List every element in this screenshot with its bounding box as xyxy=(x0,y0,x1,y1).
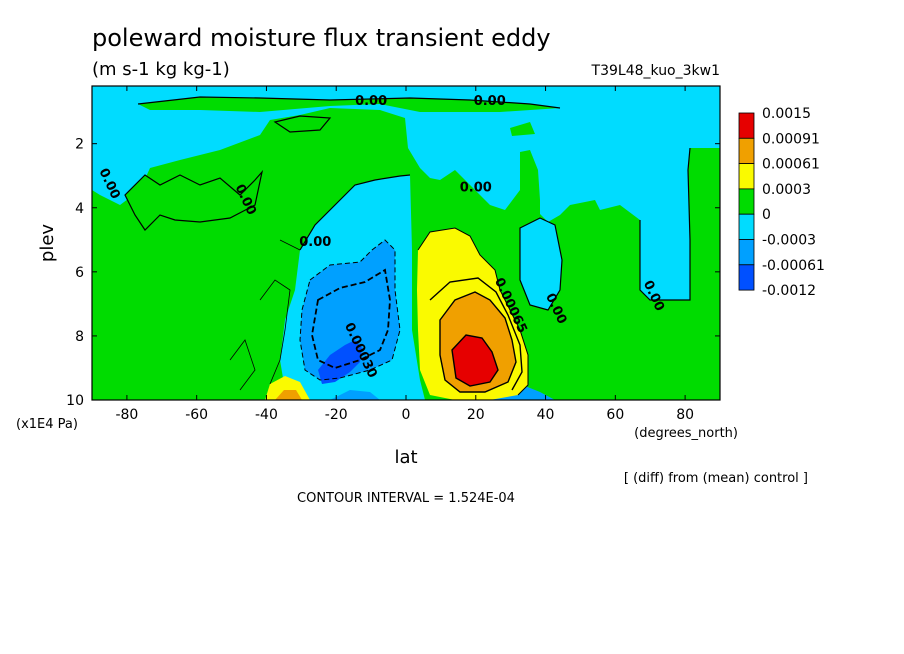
contour-label: 0.00 xyxy=(474,94,506,109)
field-positive-south-low xyxy=(265,376,310,400)
field-zero-upper-strip xyxy=(138,97,560,112)
y-axis-label: plev xyxy=(37,224,58,263)
legend: 0.0015 0.00091 0.00061 0.0003 0 -0.0003 -0.000… xyxy=(738,106,825,299)
y-tick-label: 8 xyxy=(75,329,84,345)
x-tick-label: 60 xyxy=(606,407,624,423)
field-negative-south-core xyxy=(318,340,362,384)
x-tick-label: -60 xyxy=(185,407,208,423)
contour-negative-2 xyxy=(311,268,391,369)
y-tick-label: 2 xyxy=(75,137,84,153)
legend-label: -0.0003 xyxy=(762,233,816,249)
y-tick-label: 6 xyxy=(75,265,84,281)
axis-ticks: -80 -60 -40 -20 0 20 40 60 80 2 4 6 8 10 xyxy=(66,86,720,423)
legend-label: 0.0003 xyxy=(762,182,811,198)
field-positive-small-2 xyxy=(92,330,110,370)
legend-label: 0.0015 xyxy=(762,106,811,122)
x-tick-label: -80 xyxy=(115,407,138,423)
contour-label: 0.00 xyxy=(460,181,492,196)
field-negative-upper xyxy=(92,86,720,300)
contour-positive-1 xyxy=(417,227,529,396)
x-tick-label: 40 xyxy=(537,407,555,423)
plot-area xyxy=(91,85,721,401)
y-tick-label: 4 xyxy=(75,201,84,217)
contour-positive-4 xyxy=(451,334,499,387)
legend-swatch xyxy=(738,264,755,291)
contour-positive-2 xyxy=(429,277,523,391)
x-axis-units: (degrees_north) xyxy=(634,426,738,441)
legend-swatch xyxy=(738,239,755,266)
chart-units: (m s-1 kg kg-1) xyxy=(92,59,230,80)
x-tick-label: -20 xyxy=(325,407,348,423)
x-tick-label: 20 xyxy=(467,407,485,423)
x-axis-label: lat xyxy=(394,447,417,468)
legend-label: -0.00061 xyxy=(762,258,825,274)
field-zero-upper-blob xyxy=(275,116,535,136)
contour-interval-note: CONTOUR INTERVAL = 1.524E-04 xyxy=(297,491,515,506)
field-positive-tropic-l3 xyxy=(452,335,498,386)
y-axis-units: (x1E4 Pa) xyxy=(16,417,78,432)
field-negative-right-lobe xyxy=(520,218,562,310)
legend-label: -0.0012 xyxy=(762,283,816,299)
y-tick-label: 10 xyxy=(66,393,84,409)
legend-label: 0 xyxy=(762,207,771,223)
legend-label: 0.00091 xyxy=(762,131,820,147)
contour-positive-3 xyxy=(439,291,517,393)
field-negative-south-mid xyxy=(300,240,400,380)
legend-swatch xyxy=(738,163,755,190)
contour-thin-left xyxy=(229,239,301,391)
field-positive-small xyxy=(428,294,440,308)
diff-note: [ (diff) from (mean) control ] xyxy=(624,471,808,486)
x-tick-label: 80 xyxy=(676,407,694,423)
contour-negative-1 xyxy=(299,239,401,381)
legend-swatch xyxy=(738,213,755,240)
chart-title: poleward moisture flux transient eddy xyxy=(92,24,551,52)
contour-label: 0.00 xyxy=(355,94,387,109)
run-label: T39L48_kuo_3kw1 xyxy=(591,63,720,79)
contour-lines xyxy=(124,96,691,396)
contour-label: 0.00 xyxy=(299,235,331,250)
legend-swatch xyxy=(738,188,755,215)
x-tick-label: 0 xyxy=(402,407,411,423)
contour-zero xyxy=(124,96,691,311)
x-tick-label: -40 xyxy=(255,407,278,423)
field-positive-south-low-core xyxy=(275,390,302,400)
legend-label: 0.00061 xyxy=(762,157,820,173)
legend-swatch xyxy=(738,112,755,139)
legend-swatch xyxy=(738,137,755,165)
